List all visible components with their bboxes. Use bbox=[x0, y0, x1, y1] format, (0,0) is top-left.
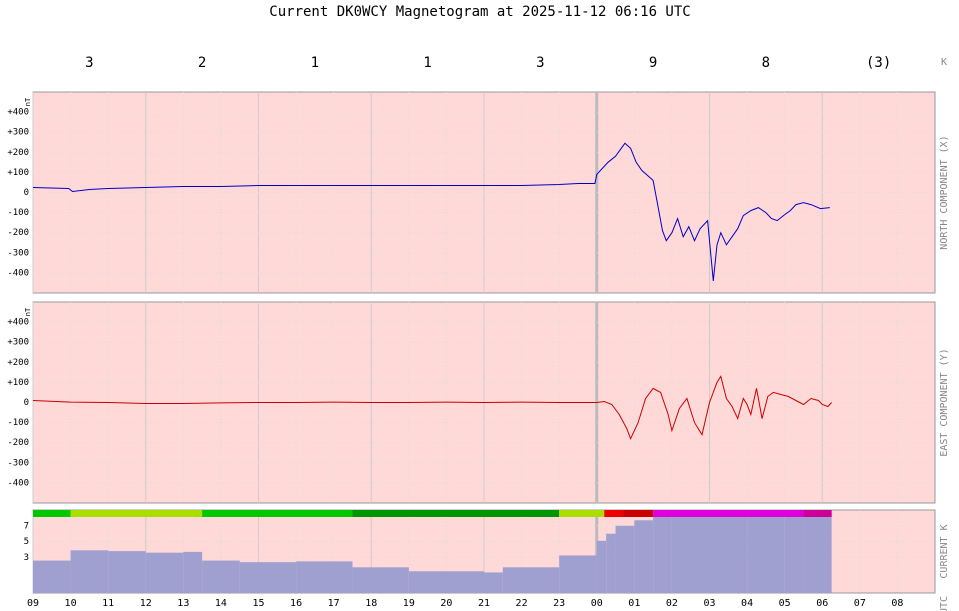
k-band bbox=[803, 510, 832, 517]
k-bar bbox=[653, 513, 672, 593]
x-tick-label: 01 bbox=[628, 598, 640, 609]
y-unit: nT bbox=[24, 307, 32, 316]
x-tick-label: 06 bbox=[816, 598, 828, 609]
k-bar bbox=[408, 571, 484, 593]
y-tick-label: 5 bbox=[24, 537, 29, 547]
k-bar bbox=[709, 513, 748, 593]
k-bar bbox=[108, 551, 146, 593]
x-tick-label: 03 bbox=[703, 598, 715, 609]
line bbox=[32, 375, 832, 440]
axis-label: NORTH COMPONENT (X) bbox=[939, 135, 950, 249]
y-tick-label: -200 bbox=[7, 438, 29, 448]
k-bar bbox=[484, 572, 503, 593]
y-tick-label: 7 bbox=[24, 521, 29, 531]
y-tick-label: 0 bbox=[24, 398, 29, 408]
line bbox=[32, 142, 830, 281]
k-bar bbox=[145, 552, 184, 593]
k-index: 1 bbox=[311, 55, 319, 71]
x-tick-label: 10 bbox=[65, 598, 77, 609]
k-index: 8 bbox=[762, 55, 770, 71]
x-tick-label: 12 bbox=[140, 598, 152, 609]
k-index: 3 bbox=[536, 55, 544, 71]
y-tick-label: +200 bbox=[7, 358, 29, 368]
x-tick-label: 08 bbox=[891, 598, 903, 609]
k-bar bbox=[784, 514, 804, 593]
x-tick-label: 22 bbox=[516, 598, 528, 609]
x-tick-label: 13 bbox=[177, 598, 189, 609]
y-tick-label: -100 bbox=[7, 418, 29, 428]
k-bar bbox=[747, 513, 785, 593]
y-tick-label: +100 bbox=[7, 168, 29, 178]
x-tick-label: 02 bbox=[666, 598, 678, 609]
y-tick-label: 0 bbox=[24, 188, 29, 198]
x-tick-label: 05 bbox=[779, 598, 791, 609]
x-tick-label: 11 bbox=[102, 598, 114, 609]
axis-label: CURRENT K bbox=[939, 524, 950, 578]
x-axis-label: UTC bbox=[939, 596, 950, 611]
x-tick-label: 18 bbox=[365, 598, 377, 609]
y-tick-label: -300 bbox=[7, 248, 29, 258]
k-band bbox=[202, 510, 353, 517]
k-bar bbox=[615, 525, 635, 593]
y-tick-label: +200 bbox=[7, 148, 29, 158]
y-tick-label: -100 bbox=[7, 208, 29, 218]
x-tick-label: 00 bbox=[591, 598, 603, 609]
y-unit: nT bbox=[24, 97, 32, 106]
k-band bbox=[70, 510, 203, 517]
k-bar bbox=[502, 567, 560, 593]
k-bar bbox=[606, 533, 616, 593]
x-tick-label: 23 bbox=[553, 598, 565, 609]
k-index: 2 bbox=[198, 55, 206, 71]
k-band bbox=[604, 510, 624, 517]
y-tick-label: -300 bbox=[7, 458, 29, 468]
y-tick-label: -400 bbox=[7, 268, 29, 278]
x-tick-label: 07 bbox=[854, 598, 866, 609]
chart-title: Current DK0WCY Magnetogram at 2025-11-12… bbox=[269, 4, 690, 20]
y-tick-label: +300 bbox=[7, 338, 29, 348]
k-index: 3 bbox=[85, 55, 93, 71]
k-bar bbox=[183, 551, 203, 593]
k-band bbox=[559, 510, 605, 517]
k-bar bbox=[803, 513, 832, 593]
x-tick-label: 04 bbox=[741, 598, 753, 609]
k-bar bbox=[202, 560, 240, 593]
y-tick-label: +100 bbox=[7, 378, 29, 388]
x-tick-label: 16 bbox=[290, 598, 302, 609]
y-tick-label: +400 bbox=[7, 318, 29, 328]
k-band bbox=[623, 510, 654, 517]
y-tick-label: -400 bbox=[7, 478, 29, 488]
x-tick-label: 09 bbox=[27, 598, 39, 609]
k-bar bbox=[596, 540, 607, 593]
y-tick-label: +300 bbox=[7, 128, 29, 138]
k-bar bbox=[559, 555, 597, 593]
k-bar bbox=[296, 561, 353, 593]
x-tick-label: 14 bbox=[215, 598, 227, 609]
k-band bbox=[352, 510, 560, 517]
k-band bbox=[33, 510, 71, 517]
x-tick-label: 21 bbox=[478, 598, 490, 609]
y-tick-label: 3 bbox=[24, 553, 29, 563]
k-bar bbox=[671, 513, 710, 593]
k-band bbox=[653, 510, 804, 517]
x-tick-label: 19 bbox=[403, 598, 415, 609]
k-index: 1 bbox=[423, 55, 431, 71]
k-bar bbox=[33, 560, 71, 593]
x-tick-label: 17 bbox=[328, 598, 340, 609]
k-bar bbox=[634, 520, 654, 593]
k-label: K bbox=[941, 57, 947, 68]
x-tick-label: 20 bbox=[440, 598, 452, 609]
k-bar bbox=[352, 567, 409, 593]
x-tick-label: 15 bbox=[252, 598, 264, 609]
k-bar bbox=[239, 562, 297, 593]
y-tick-label: +400 bbox=[7, 108, 29, 118]
k-bar bbox=[70, 550, 109, 593]
k-index: 9 bbox=[649, 55, 657, 71]
axis-label: EAST COMPONENT (Y) bbox=[939, 348, 950, 456]
k-index: (3) bbox=[866, 55, 891, 71]
y-tick-label: -200 bbox=[7, 228, 29, 238]
